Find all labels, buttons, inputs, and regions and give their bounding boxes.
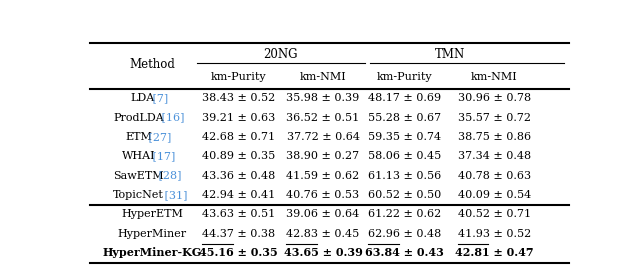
Text: 62.96 ± 0.48: 62.96 ± 0.48 (368, 228, 442, 238)
Text: [16]: [16] (158, 113, 185, 123)
Text: 43.65 ± 0.39: 43.65 ± 0.39 (284, 247, 362, 258)
Text: HyperMiner: HyperMiner (117, 228, 186, 238)
Text: 37.72 ± 0.64: 37.72 ± 0.64 (287, 132, 360, 142)
Text: 42.94 ± 0.41: 42.94 ± 0.41 (202, 190, 275, 200)
Text: 42.81 ± 0.47: 42.81 ± 0.47 (455, 247, 534, 258)
Text: 41.93 ± 0.52: 41.93 ± 0.52 (458, 228, 531, 238)
Text: [27]: [27] (145, 132, 172, 142)
Text: TMN: TMN (435, 48, 465, 61)
Text: TopicNet [31]: TopicNet [31] (113, 190, 191, 200)
Text: 43.63 ± 0.51: 43.63 ± 0.51 (202, 209, 275, 219)
Text: SawETM: SawETM (113, 171, 164, 181)
Text: 42.83: 42.83 (307, 228, 339, 238)
Text: LDA: LDA (130, 93, 154, 103)
Text: 20NG: 20NG (264, 48, 298, 61)
Text: [17]: [17] (148, 151, 175, 161)
Text: 38.90 ± 0.27: 38.90 ± 0.27 (287, 151, 360, 161)
Text: 63.84 ± 0.43: 63.84 ± 0.43 (365, 247, 444, 258)
Text: 38.43 ± 0.52: 38.43 ± 0.52 (202, 93, 275, 103)
Text: km-NMI: km-NMI (471, 72, 518, 82)
Text: 40.76 ± 0.53: 40.76 ± 0.53 (287, 190, 360, 200)
Text: 43.36 ± 0.48: 43.36 ± 0.48 (202, 171, 275, 181)
Text: 48.17 ± 0.69: 48.17 ± 0.69 (368, 93, 442, 103)
Text: 60.52 ± 0.50: 60.52 ± 0.50 (368, 190, 442, 200)
Text: LDA [7]: LDA [7] (130, 93, 173, 103)
Text: 42.83 ± 0.45: 42.83 ± 0.45 (287, 228, 360, 238)
Text: ProdLDA: ProdLDA (113, 113, 164, 123)
Text: km-NMI: km-NMI (300, 72, 346, 82)
Text: 36.52 ± 0.51: 36.52 ± 0.51 (287, 113, 360, 123)
Text: 38.75 ± 0.86: 38.75 ± 0.86 (458, 132, 531, 142)
Text: 39.06 ± 0.64: 39.06 ± 0.64 (287, 209, 360, 219)
Text: ProdLDA [16]: ProdLDA [16] (113, 113, 191, 123)
Text: 58.06 ± 0.45: 58.06 ± 0.45 (368, 151, 442, 161)
Text: 62.96: 62.96 (389, 228, 421, 238)
Text: 40.52 ± 0.71: 40.52 ± 0.71 (458, 209, 531, 219)
Text: 59.35 ± 0.74: 59.35 ± 0.74 (368, 132, 442, 142)
Text: km-Purity: km-Purity (377, 72, 433, 82)
Text: ETM: ETM (125, 132, 152, 142)
Text: 35.98 ± 0.39: 35.98 ± 0.39 (287, 93, 360, 103)
Text: 55.28 ± 0.67: 55.28 ± 0.67 (368, 113, 442, 123)
Text: 39.21 ± 0.63: 39.21 ± 0.63 (202, 113, 275, 123)
Text: [31]: [31] (161, 190, 188, 200)
Text: 42.68 ± 0.71: 42.68 ± 0.71 (202, 132, 275, 142)
Text: WHAI [17]: WHAI [17] (122, 151, 182, 161)
Text: [28]: [28] (156, 171, 182, 181)
Text: 40.89 ± 0.35: 40.89 ± 0.35 (202, 151, 275, 161)
Text: 61.22 ± 0.62: 61.22 ± 0.62 (368, 209, 442, 219)
Text: HyperMiner-KG: HyperMiner-KG (102, 247, 202, 258)
Text: 44.37 ± 0.38: 44.37 ± 0.38 (202, 228, 275, 238)
Text: 41.93: 41.93 (478, 228, 510, 238)
Text: 35.57 ± 0.72: 35.57 ± 0.72 (458, 113, 531, 123)
Text: 37.34 ± 0.48: 37.34 ± 0.48 (458, 151, 531, 161)
Text: 30.96 ± 0.78: 30.96 ± 0.78 (458, 93, 531, 103)
Text: SawETM [28]: SawETM [28] (113, 171, 191, 181)
Text: WHAI: WHAI (122, 151, 156, 161)
Text: 41.59 ± 0.62: 41.59 ± 0.62 (287, 171, 360, 181)
Text: km-Purity: km-Purity (211, 72, 266, 82)
Text: 40.78 ± 0.63: 40.78 ± 0.63 (458, 171, 531, 181)
Text: 44.37: 44.37 (223, 228, 255, 238)
Text: 40.09 ± 0.54: 40.09 ± 0.54 (458, 190, 531, 200)
Text: HyperETM: HyperETM (121, 209, 183, 219)
Text: ETM [27]: ETM [27] (125, 132, 179, 142)
Text: TopicNet: TopicNet (113, 190, 164, 200)
Text: [7]: [7] (149, 93, 168, 103)
Text: 61.13 ± 0.56: 61.13 ± 0.56 (368, 171, 442, 181)
Text: Method: Method (129, 58, 175, 71)
Text: 45.16 ± 0.35: 45.16 ± 0.35 (199, 247, 278, 258)
